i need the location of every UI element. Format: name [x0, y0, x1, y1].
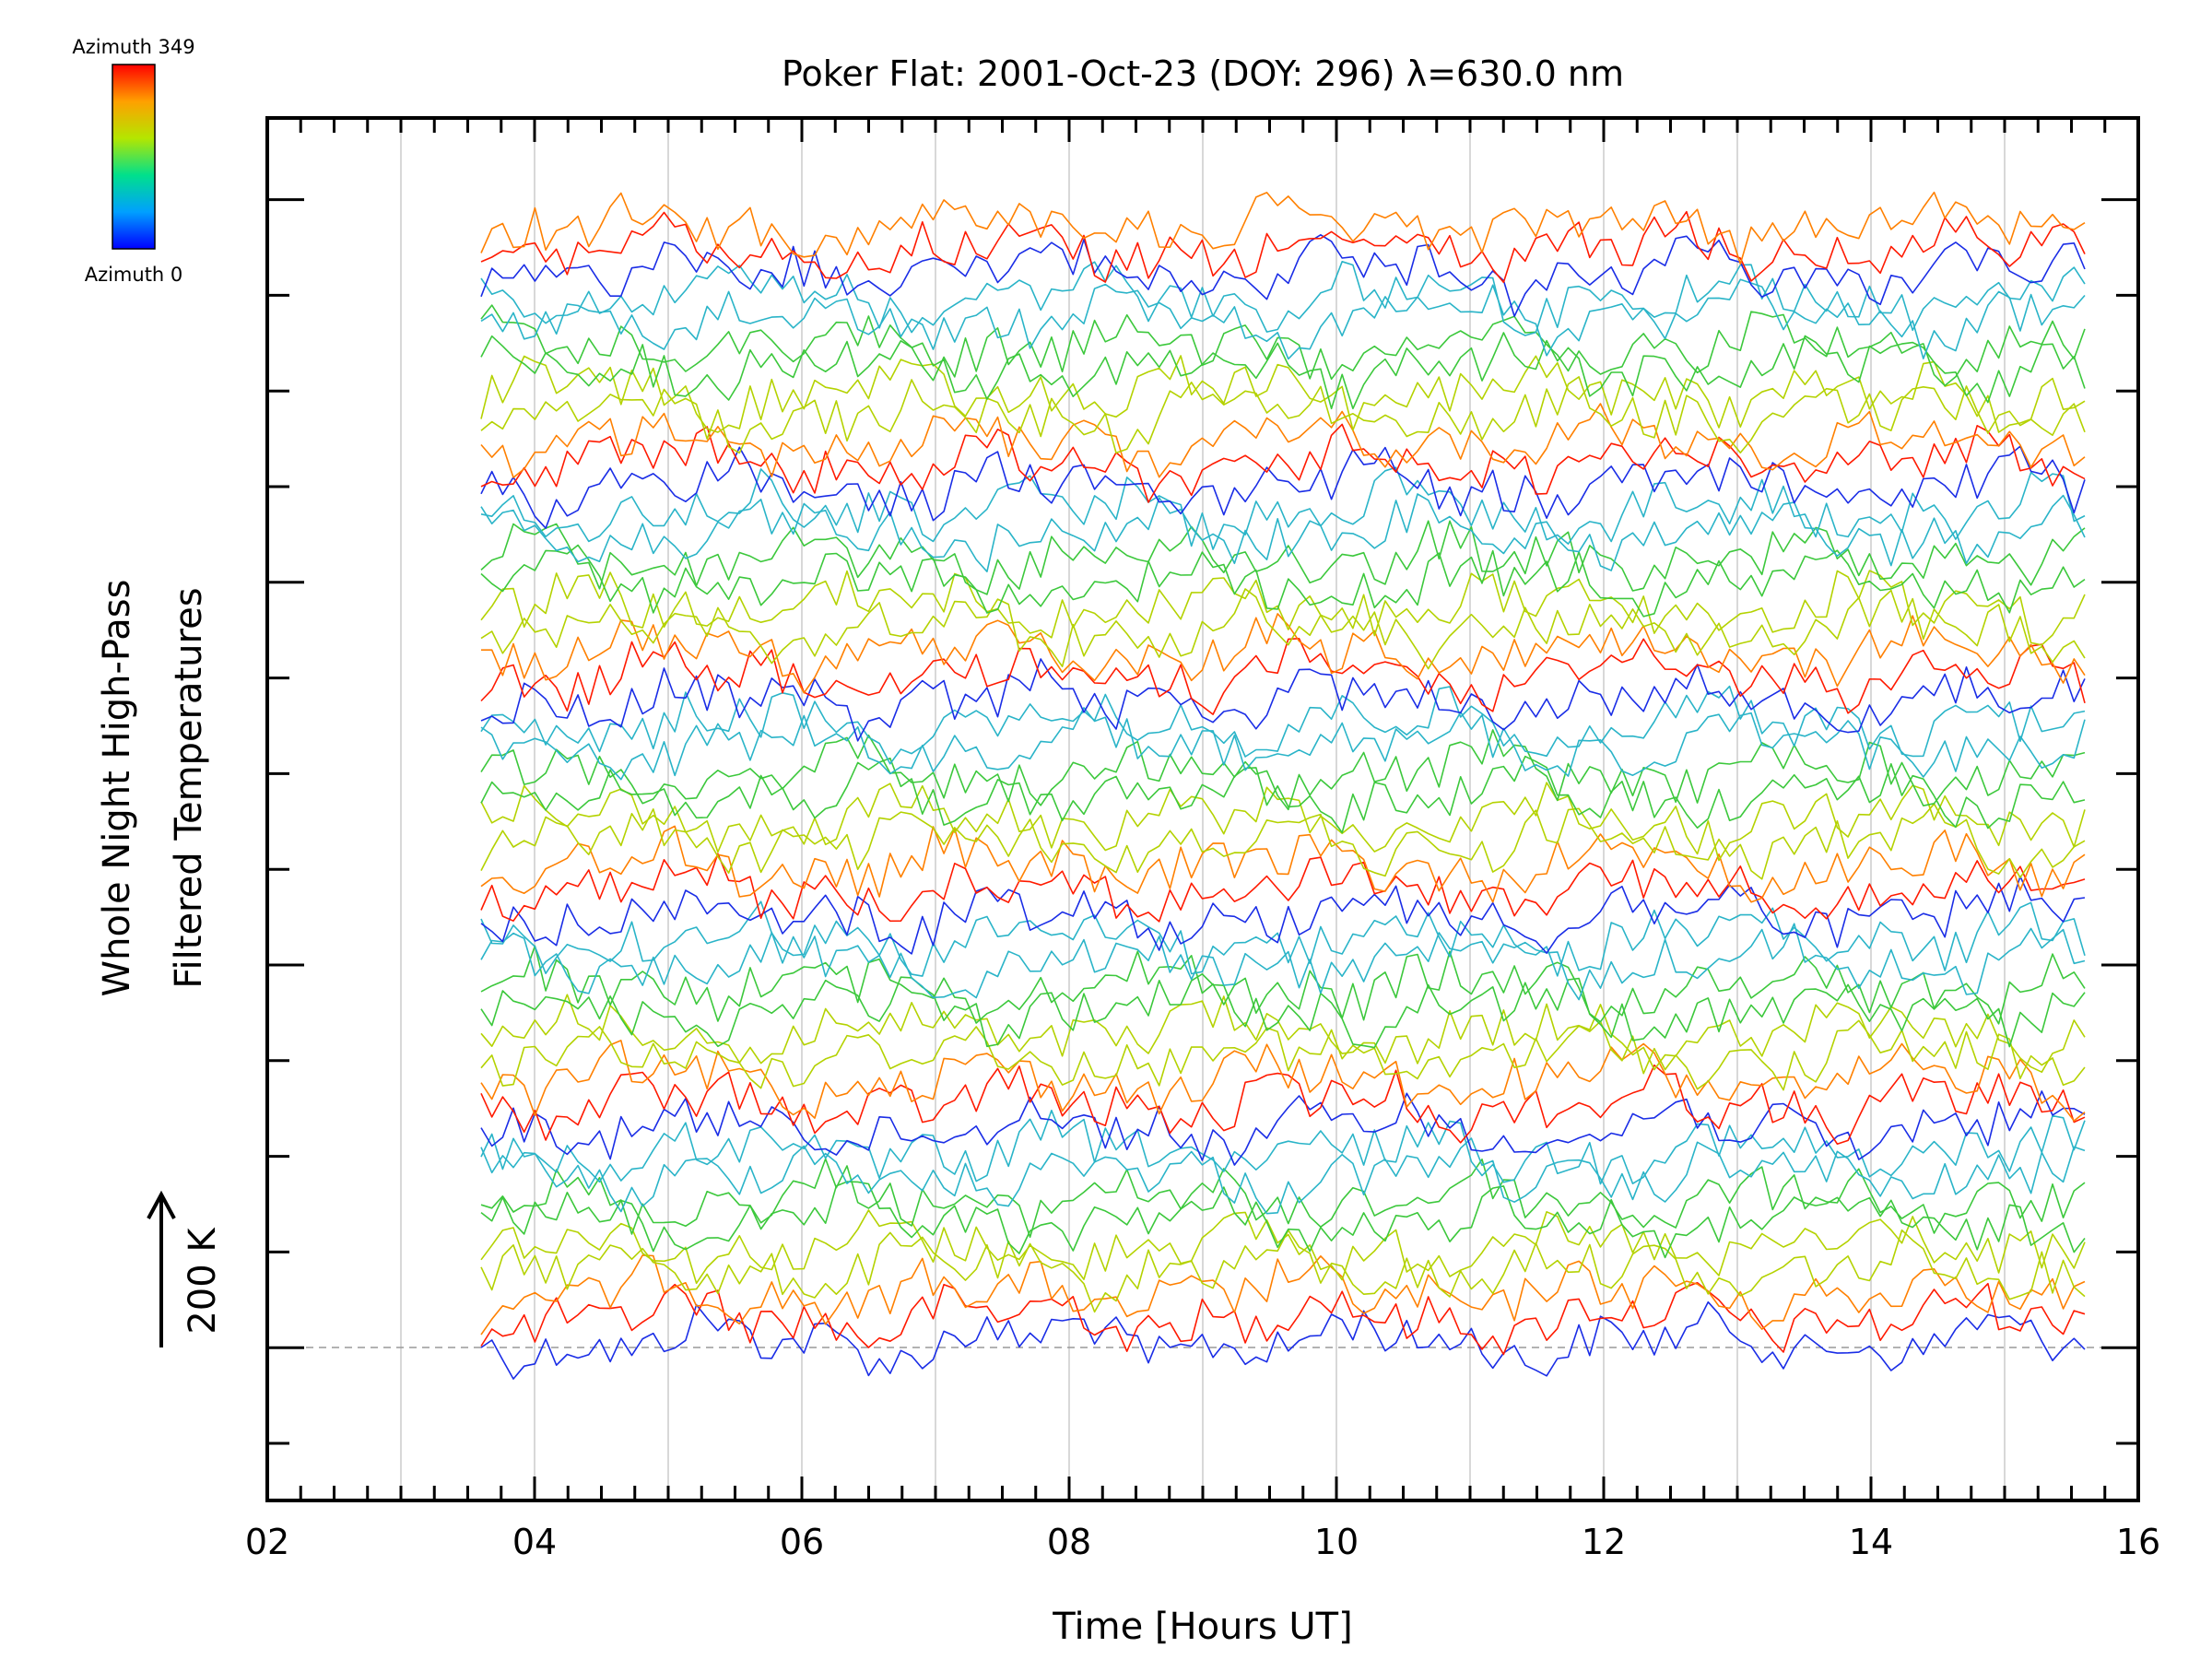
- x-tick-label: 02: [245, 1522, 289, 1562]
- series-line: [480, 782, 2086, 862]
- x-tick-label: 08: [1047, 1522, 1091, 1562]
- series-line: [480, 1064, 2086, 1145]
- x-tick-label: 06: [780, 1522, 824, 1562]
- series-line: [480, 376, 2086, 454]
- series-line: [480, 803, 2086, 880]
- series-line: [480, 1110, 2086, 1185]
- series-line: [480, 210, 2086, 284]
- series-line: [480, 853, 2086, 923]
- scale-bar-label: 200 K: [182, 1227, 224, 1335]
- series-line: [480, 1181, 2086, 1259]
- series-line: [480, 1090, 2086, 1166]
- series-line: [480, 973, 2086, 1049]
- y-axis-label-line1: Whole Night High-Pass: [96, 580, 138, 997]
- series-line: [480, 729, 2086, 811]
- series-line: [480, 945, 2086, 1025]
- y-axis-label-line2: Filtered Temperatures: [168, 587, 210, 988]
- series-line: [480, 1158, 2086, 1239]
- colorbar-gradient: [112, 64, 156, 250]
- x-axis-label: Time [Hours UT]: [1052, 1606, 1352, 1648]
- series-line: [480, 191, 2086, 265]
- x-tick-label: 16: [2116, 1522, 2160, 1562]
- series-line: [480, 825, 2086, 903]
- series-line: [480, 520, 2086, 595]
- series-line: [480, 1254, 2086, 1335]
- series-line: [481, 613, 2086, 694]
- series-line: [480, 234, 2086, 317]
- x-tick-label: 04: [512, 1522, 557, 1562]
- chart-title: Poker Flat: 2001-Oct-23 (DOY: 296) λ=630…: [782, 53, 1624, 94]
- series-line: [480, 994, 2086, 1073]
- series-line: [480, 355, 2086, 433]
- series-line: [480, 403, 2086, 478]
- series-line: [480, 466, 2086, 550]
- series-line: [480, 900, 2086, 977]
- x-tick-label: 14: [1849, 1522, 1893, 1562]
- series-line: [480, 658, 2086, 742]
- series-line: [480, 278, 2086, 360]
- series-line: [480, 570, 2086, 646]
- series-line: [480, 1300, 2086, 1380]
- series-line: [480, 1282, 2086, 1356]
- series-line: [480, 1040, 2086, 1122]
- colorbar-top-label: Azimuth 349: [72, 36, 194, 58]
- series-line: [480, 637, 2086, 715]
- series-line: [480, 923, 2086, 1001]
- series-line: [480, 332, 2086, 410]
- series-line: [480, 1019, 2086, 1091]
- x-tick-label: 10: [1314, 1522, 1359, 1562]
- series-line: [480, 544, 2086, 618]
- scale-bar: 200 K: [147, 1190, 224, 1347]
- series-line: [480, 588, 2086, 670]
- x-tick-labels: 02 04 06 08 10 12 14 16: [245, 1522, 2160, 1562]
- series-line: [480, 445, 2086, 529]
- series-line: [480, 260, 2086, 336]
- grid-lines: [400, 118, 2006, 1500]
- series-group: [480, 191, 2086, 1380]
- axis-ticks: [265, 118, 2140, 1500]
- series-line: [480, 1137, 2086, 1215]
- series-line: [480, 875, 2086, 955]
- series-line: [480, 1229, 2086, 1313]
- series-line: [480, 423, 2086, 503]
- series-line: [480, 707, 2086, 781]
- x-tick-label: 12: [1582, 1522, 1626, 1562]
- colorbar: Azimuth 349 Azimuth 0: [72, 36, 194, 286]
- series-line: [480, 304, 2086, 387]
- colorbar-bottom-label: Azimuth 0: [85, 264, 183, 286]
- series-line: [480, 755, 2086, 834]
